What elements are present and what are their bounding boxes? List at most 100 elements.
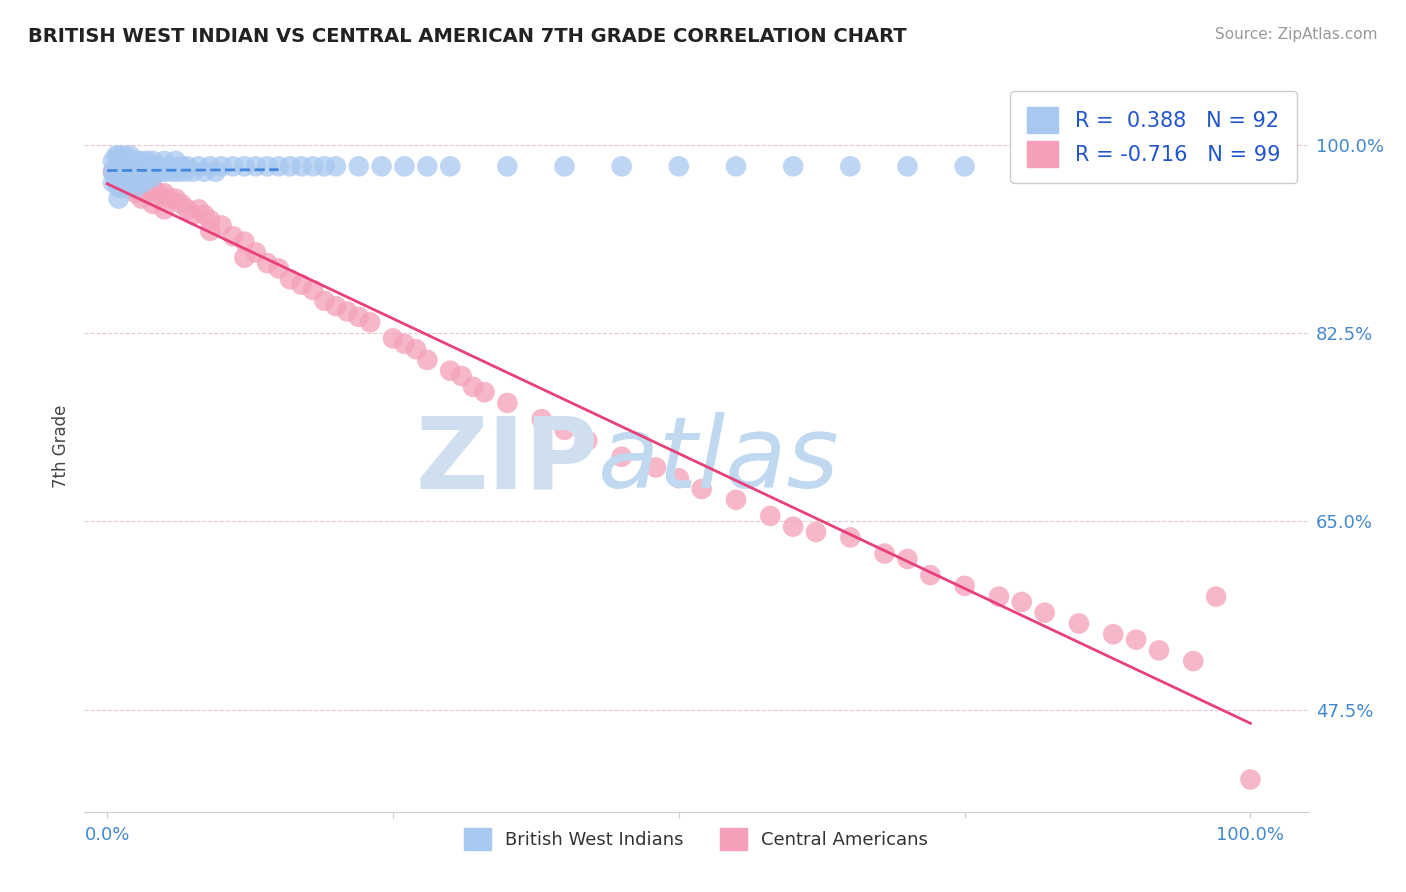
Point	[873, 547, 896, 561]
Point	[125, 153, 148, 168]
Point	[125, 181, 148, 195]
Point	[610, 450, 633, 464]
Point	[496, 159, 519, 173]
Point	[416, 159, 439, 173]
Point	[198, 213, 221, 227]
Point	[553, 159, 575, 173]
Point	[131, 176, 153, 190]
Text: BRITISH WEST INDIAN VS CENTRAL AMERICAN 7TH GRADE CORRELATION CHART: BRITISH WEST INDIAN VS CENTRAL AMERICAN …	[28, 27, 907, 45]
Point	[165, 153, 187, 168]
Point	[394, 336, 416, 351]
Point	[896, 159, 918, 173]
Point	[148, 159, 170, 173]
Point	[290, 277, 312, 292]
Point	[496, 396, 519, 410]
Point	[439, 364, 461, 378]
Point	[159, 159, 181, 173]
Point	[120, 164, 142, 178]
Text: Source: ZipAtlas.com: Source: ZipAtlas.com	[1215, 27, 1378, 42]
Point	[165, 192, 187, 206]
Y-axis label: 7th Grade: 7th Grade	[52, 404, 70, 488]
Point	[150, 164, 173, 178]
Point	[107, 159, 129, 173]
Point	[314, 293, 336, 308]
Point	[153, 186, 176, 201]
Point	[359, 315, 381, 329]
Point	[1125, 159, 1147, 173]
Point	[325, 299, 347, 313]
Point	[394, 159, 416, 173]
Point	[610, 159, 633, 173]
Point	[110, 181, 132, 195]
Point	[450, 369, 472, 384]
Point	[131, 153, 153, 168]
Point	[1239, 159, 1261, 173]
Point	[461, 380, 484, 394]
Point	[181, 164, 204, 178]
Point	[117, 176, 139, 190]
Point	[256, 256, 278, 270]
Point	[474, 385, 496, 400]
Point	[136, 170, 159, 185]
Point	[370, 159, 392, 173]
Point	[170, 197, 193, 211]
Point	[193, 164, 215, 178]
Point	[132, 159, 155, 173]
Point	[174, 164, 197, 178]
Point	[107, 159, 129, 173]
Point	[1239, 159, 1261, 173]
Point	[1239, 159, 1261, 173]
Point	[107, 176, 129, 190]
Point	[112, 181, 135, 195]
Point	[128, 159, 150, 173]
Point	[125, 170, 148, 185]
Point	[645, 460, 668, 475]
Point	[302, 283, 325, 297]
Point	[1147, 643, 1170, 657]
Point	[193, 208, 215, 222]
Point	[142, 153, 165, 168]
Point	[1182, 654, 1205, 668]
Point	[110, 153, 132, 168]
Point	[1125, 632, 1147, 647]
Point	[724, 159, 747, 173]
Point	[131, 192, 153, 206]
Point	[101, 176, 124, 190]
Point	[148, 186, 170, 201]
Point	[439, 159, 461, 173]
Point	[759, 508, 782, 523]
Point	[159, 192, 181, 206]
Point	[576, 434, 599, 448]
Point	[314, 159, 336, 173]
Point	[187, 202, 209, 217]
Point	[198, 224, 221, 238]
Point	[132, 176, 155, 190]
Point	[278, 159, 301, 173]
Point	[668, 471, 690, 485]
Point	[1239, 159, 1261, 173]
Point	[245, 159, 267, 173]
Point	[112, 159, 135, 173]
Point	[233, 159, 256, 173]
Point	[1033, 606, 1056, 620]
Point	[156, 164, 179, 178]
Point	[121, 176, 143, 190]
Point	[176, 159, 198, 173]
Point	[198, 159, 221, 173]
Point	[690, 482, 713, 496]
Point	[153, 153, 176, 168]
Point	[125, 164, 148, 178]
Point	[233, 235, 256, 249]
Point	[347, 159, 370, 173]
Point	[112, 148, 135, 162]
Point	[804, 524, 827, 539]
Point	[267, 261, 290, 276]
Point	[896, 552, 918, 566]
Point	[142, 170, 165, 185]
Point	[405, 342, 427, 356]
Point	[107, 181, 129, 195]
Point	[107, 170, 129, 185]
Point	[1239, 772, 1261, 787]
Point	[120, 176, 142, 190]
Point	[987, 590, 1010, 604]
